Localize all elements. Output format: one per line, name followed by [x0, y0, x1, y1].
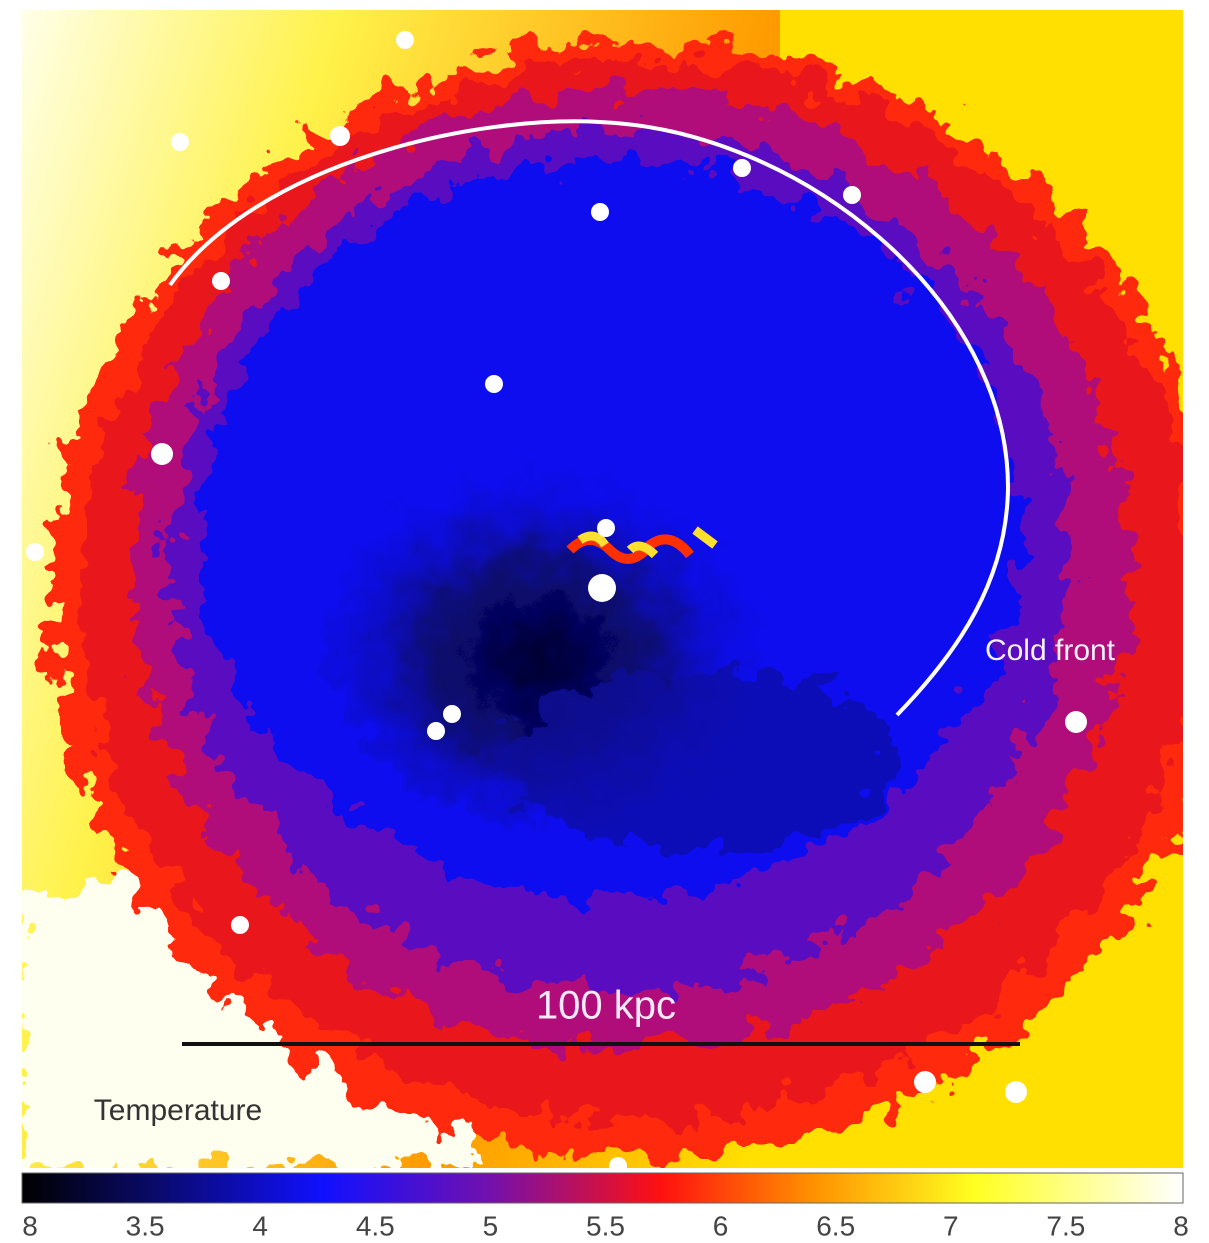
colorbar-tick-label: 5 [483, 1210, 499, 1241]
colorbar-tick-label: 5.5 [586, 1210, 625, 1241]
colorbar-tick-label: 8 [22, 1210, 38, 1241]
colorbar-tick-label: 7.5 [1046, 1210, 1085, 1241]
colorbar-tick-label: 3.5 [126, 1210, 165, 1241]
figure: Cold front 100 kpc Temperature 8 3.5 4 4.5 5… [0, 0, 1209, 1243]
scale-label: 100 kpc [536, 984, 676, 1028]
colorbar-title: Temperature [94, 1094, 262, 1127]
colorbar-tick-label: 4.5 [356, 1210, 395, 1241]
colorbar-tick-label: 6.5 [816, 1210, 855, 1241]
colorbar-tick-label: 7 [943, 1210, 959, 1241]
colorbar-ticks: 8 3.5 4 4.5 5 5.5 6 6.5 7 7.5 8 [22, 1210, 1189, 1241]
temperature-map: Cold front 100 kpc Temperature [22, 10, 1209, 1175]
annotation: Cold front [985, 634, 1116, 667]
colorbar-tick-label: 8 [1173, 1210, 1189, 1241]
colorbar-tick-label: 4 [252, 1210, 268, 1241]
colorbar [22, 1173, 1183, 1203]
colorbar-tick-label: 6 [713, 1210, 729, 1241]
